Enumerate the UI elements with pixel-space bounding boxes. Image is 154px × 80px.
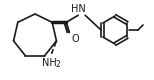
- Text: O: O: [71, 34, 79, 44]
- Text: 2: 2: [55, 60, 60, 69]
- Text: NH: NH: [42, 58, 57, 68]
- Text: HN: HN: [71, 4, 86, 14]
